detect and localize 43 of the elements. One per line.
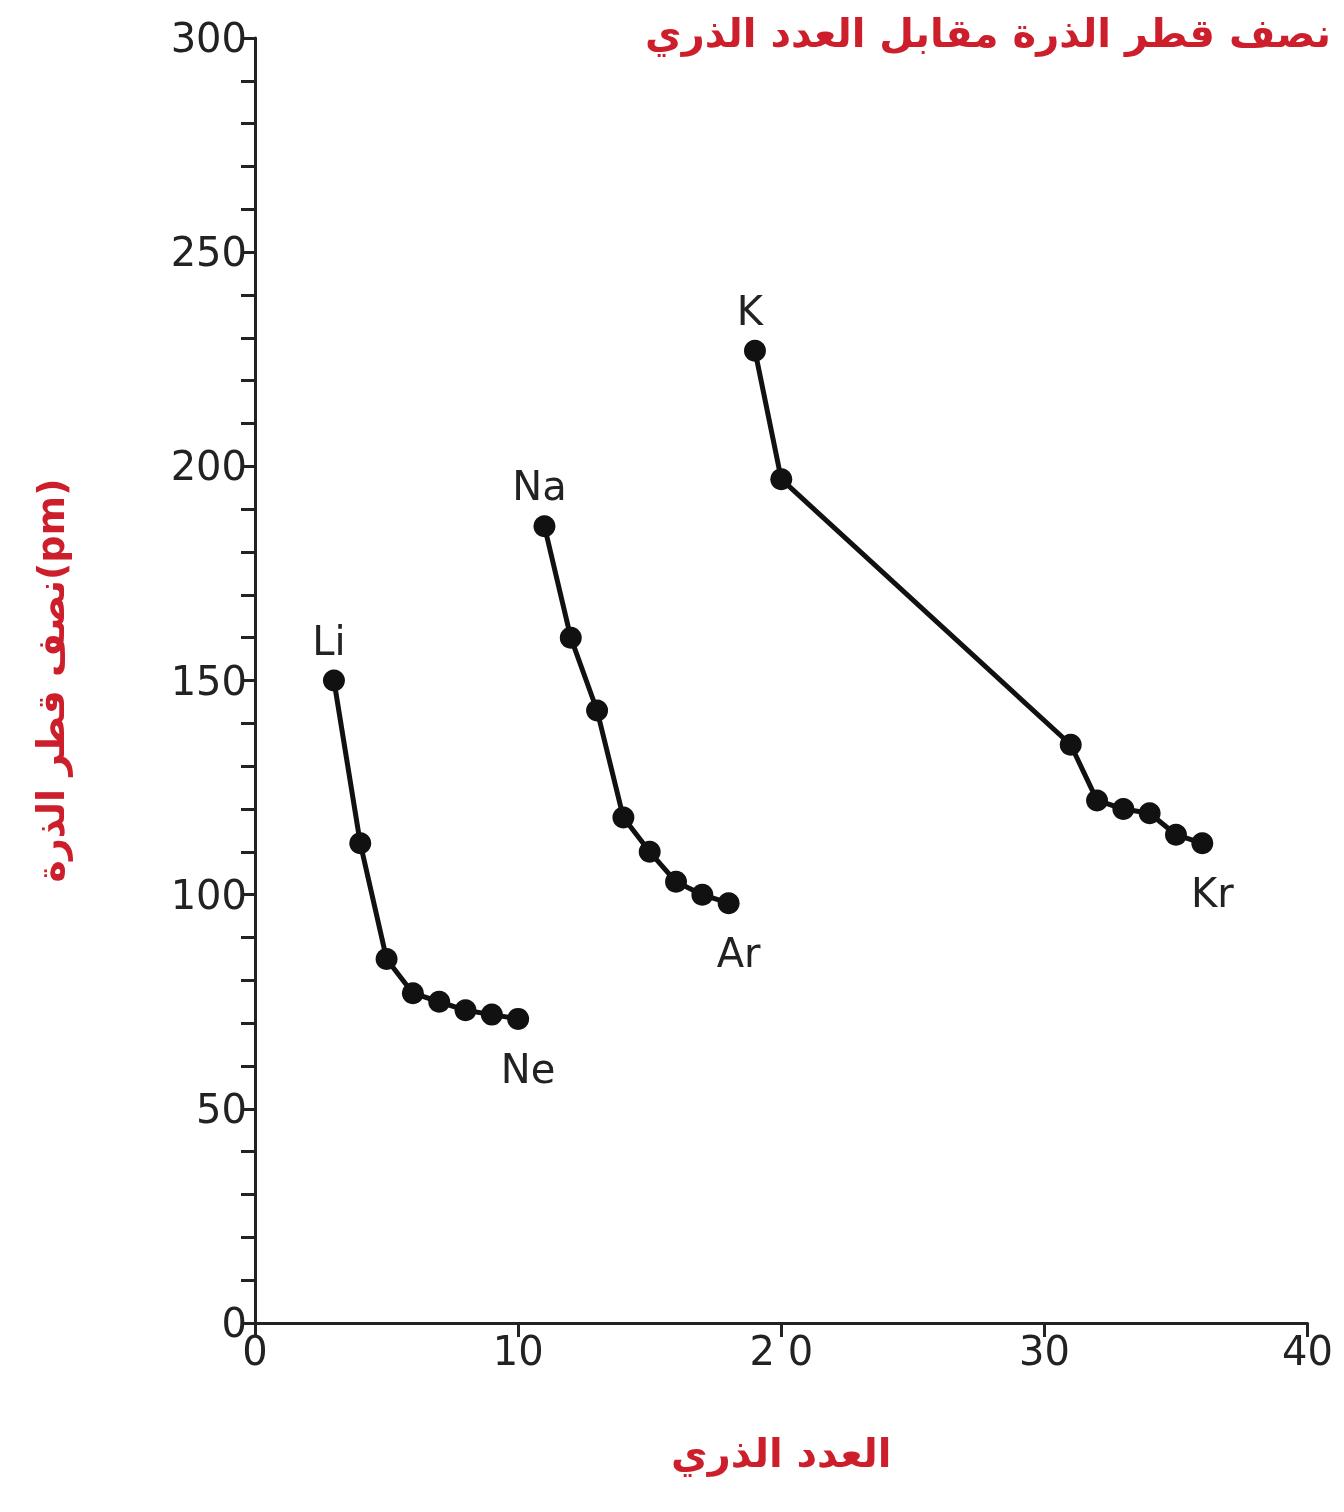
- x-tick-label: 30: [1018, 1328, 1070, 1374]
- point: [691, 883, 714, 906]
- y-tick-label: 100: [170, 871, 247, 918]
- point: [1138, 802, 1161, 825]
- point: [1086, 789, 1109, 812]
- point: [665, 870, 688, 893]
- point: [480, 1003, 503, 1026]
- x-tick-label: 40: [1282, 1328, 1333, 1374]
- point: [349, 832, 372, 855]
- point: [428, 990, 451, 1013]
- annotation: Na: [512, 463, 567, 510]
- x-tick-label: 2 0: [749, 1328, 814, 1374]
- point: [717, 892, 740, 915]
- y-tick-label: 50: [196, 1085, 247, 1132]
- point: [1165, 823, 1187, 846]
- x-axis-title: العدد الذري: [671, 1430, 892, 1477]
- x-tick-label: 10: [492, 1328, 544, 1374]
- point: [401, 982, 424, 1005]
- annotation: Ne: [500, 1045, 556, 1092]
- point: [1059, 733, 1082, 756]
- point: [612, 806, 635, 829]
- y-tick-label: 200: [170, 443, 247, 490]
- point: [1112, 798, 1135, 820]
- annotation: K: [736, 287, 765, 334]
- point: [743, 339, 766, 362]
- point: [638, 840, 661, 863]
- point: [770, 468, 793, 491]
- point: [322, 669, 345, 692]
- annotation: Ar: [716, 930, 762, 977]
- point: [507, 1007, 530, 1030]
- point: [533, 515, 556, 538]
- point: [559, 626, 582, 649]
- point: [375, 947, 398, 970]
- y-tick-label: 150: [170, 657, 247, 704]
- point: [586, 699, 609, 722]
- annotation: Li: [312, 617, 346, 664]
- y-axis-title: نصف قطر الذرة(pm): [29, 478, 73, 883]
- y-tick-label: 300: [170, 15, 247, 61]
- y-tick-label: 250: [170, 229, 247, 276]
- annotation: Kr: [1190, 870, 1235, 917]
- point: [454, 999, 477, 1022]
- point: [1191, 832, 1214, 855]
- chart-title: نصف قطر الذرة مقابل العدد الذري: [645, 10, 1332, 57]
